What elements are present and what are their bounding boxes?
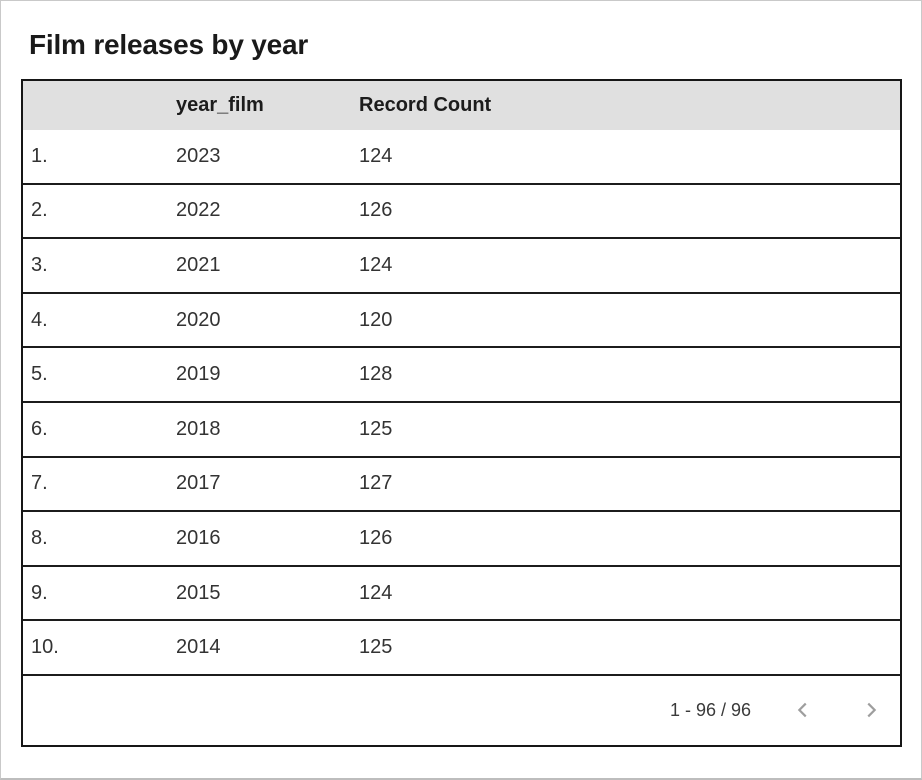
pagination-bar: 1 - 96 / 96	[23, 673, 900, 745]
year-cell: 2017	[176, 472, 221, 495]
count-cell: 127	[359, 472, 393, 495]
next-page-button[interactable]	[851, 690, 891, 730]
count-cell: 124	[359, 144, 393, 167]
table-row: 8. 2016 126	[23, 510, 900, 565]
table-row: 3. 2021 124	[23, 237, 900, 292]
row-number-cell: 10.	[31, 636, 59, 659]
row-number-cell: 9.	[31, 581, 48, 604]
year-cell: 2020	[176, 308, 221, 331]
prev-page-button[interactable]	[783, 690, 823, 730]
chevron-right-icon	[860, 699, 882, 721]
year-cell: 2014	[176, 636, 221, 659]
count-cell: 125	[359, 417, 393, 440]
row-number-cell: 6.	[31, 417, 48, 440]
year-cell: 2018	[176, 417, 221, 440]
row-number-cell: 2.	[31, 199, 48, 222]
table-row: 9. 2015 124	[23, 564, 900, 620]
count-cell: 126	[359, 526, 393, 549]
count-cell: 124	[359, 581, 393, 604]
pagination-range-label: 1 - 96 / 96	[669, 699, 751, 720]
table-row: 6. 2018 125	[23, 400, 900, 456]
count-cell: 125	[359, 636, 393, 659]
count-cell: 128	[359, 363, 393, 386]
year-cell: 2023	[176, 144, 221, 167]
table-row: 7. 2017 127	[23, 455, 900, 511]
table-header-row: year_film Record Count	[23, 81, 900, 130]
table-row: 1. 2023 124	[23, 130, 900, 183]
table-row: 10. 2014 125	[23, 619, 900, 674]
row-number-cell: 8.	[31, 526, 48, 549]
year-cell: 2021	[176, 253, 221, 276]
year-cell: 2015	[176, 581, 221, 604]
row-number-cell: 1.	[31, 144, 48, 167]
count-cell: 124	[359, 253, 393, 276]
row-number-cell: 7.	[31, 472, 48, 495]
chart-title: Film releases by year	[29, 29, 309, 60]
count-cell: 120	[359, 308, 393, 331]
row-number-cell: 5.	[31, 363, 48, 386]
count-cell: 126	[359, 199, 393, 222]
table-row: 4. 2020 120	[23, 291, 900, 347]
pager-buttons	[783, 690, 891, 730]
data-table: year_film Record Count 1. 2023 124 2. 20…	[21, 79, 902, 747]
row-number-cell: 3.	[31, 253, 48, 276]
year-cell: 2022	[176, 199, 221, 222]
table-row: 5. 2019 128	[23, 346, 900, 401]
year-cell: 2016	[176, 526, 221, 549]
table-row: 2. 2022 126	[23, 182, 900, 238]
row-number-cell: 4.	[31, 308, 48, 331]
header-cell-year-film[interactable]: year_film	[176, 94, 264, 116]
chevron-left-icon	[792, 699, 814, 721]
year-cell: 2019	[176, 363, 221, 386]
header-cell-record-count[interactable]: Record Count	[359, 94, 492, 116]
